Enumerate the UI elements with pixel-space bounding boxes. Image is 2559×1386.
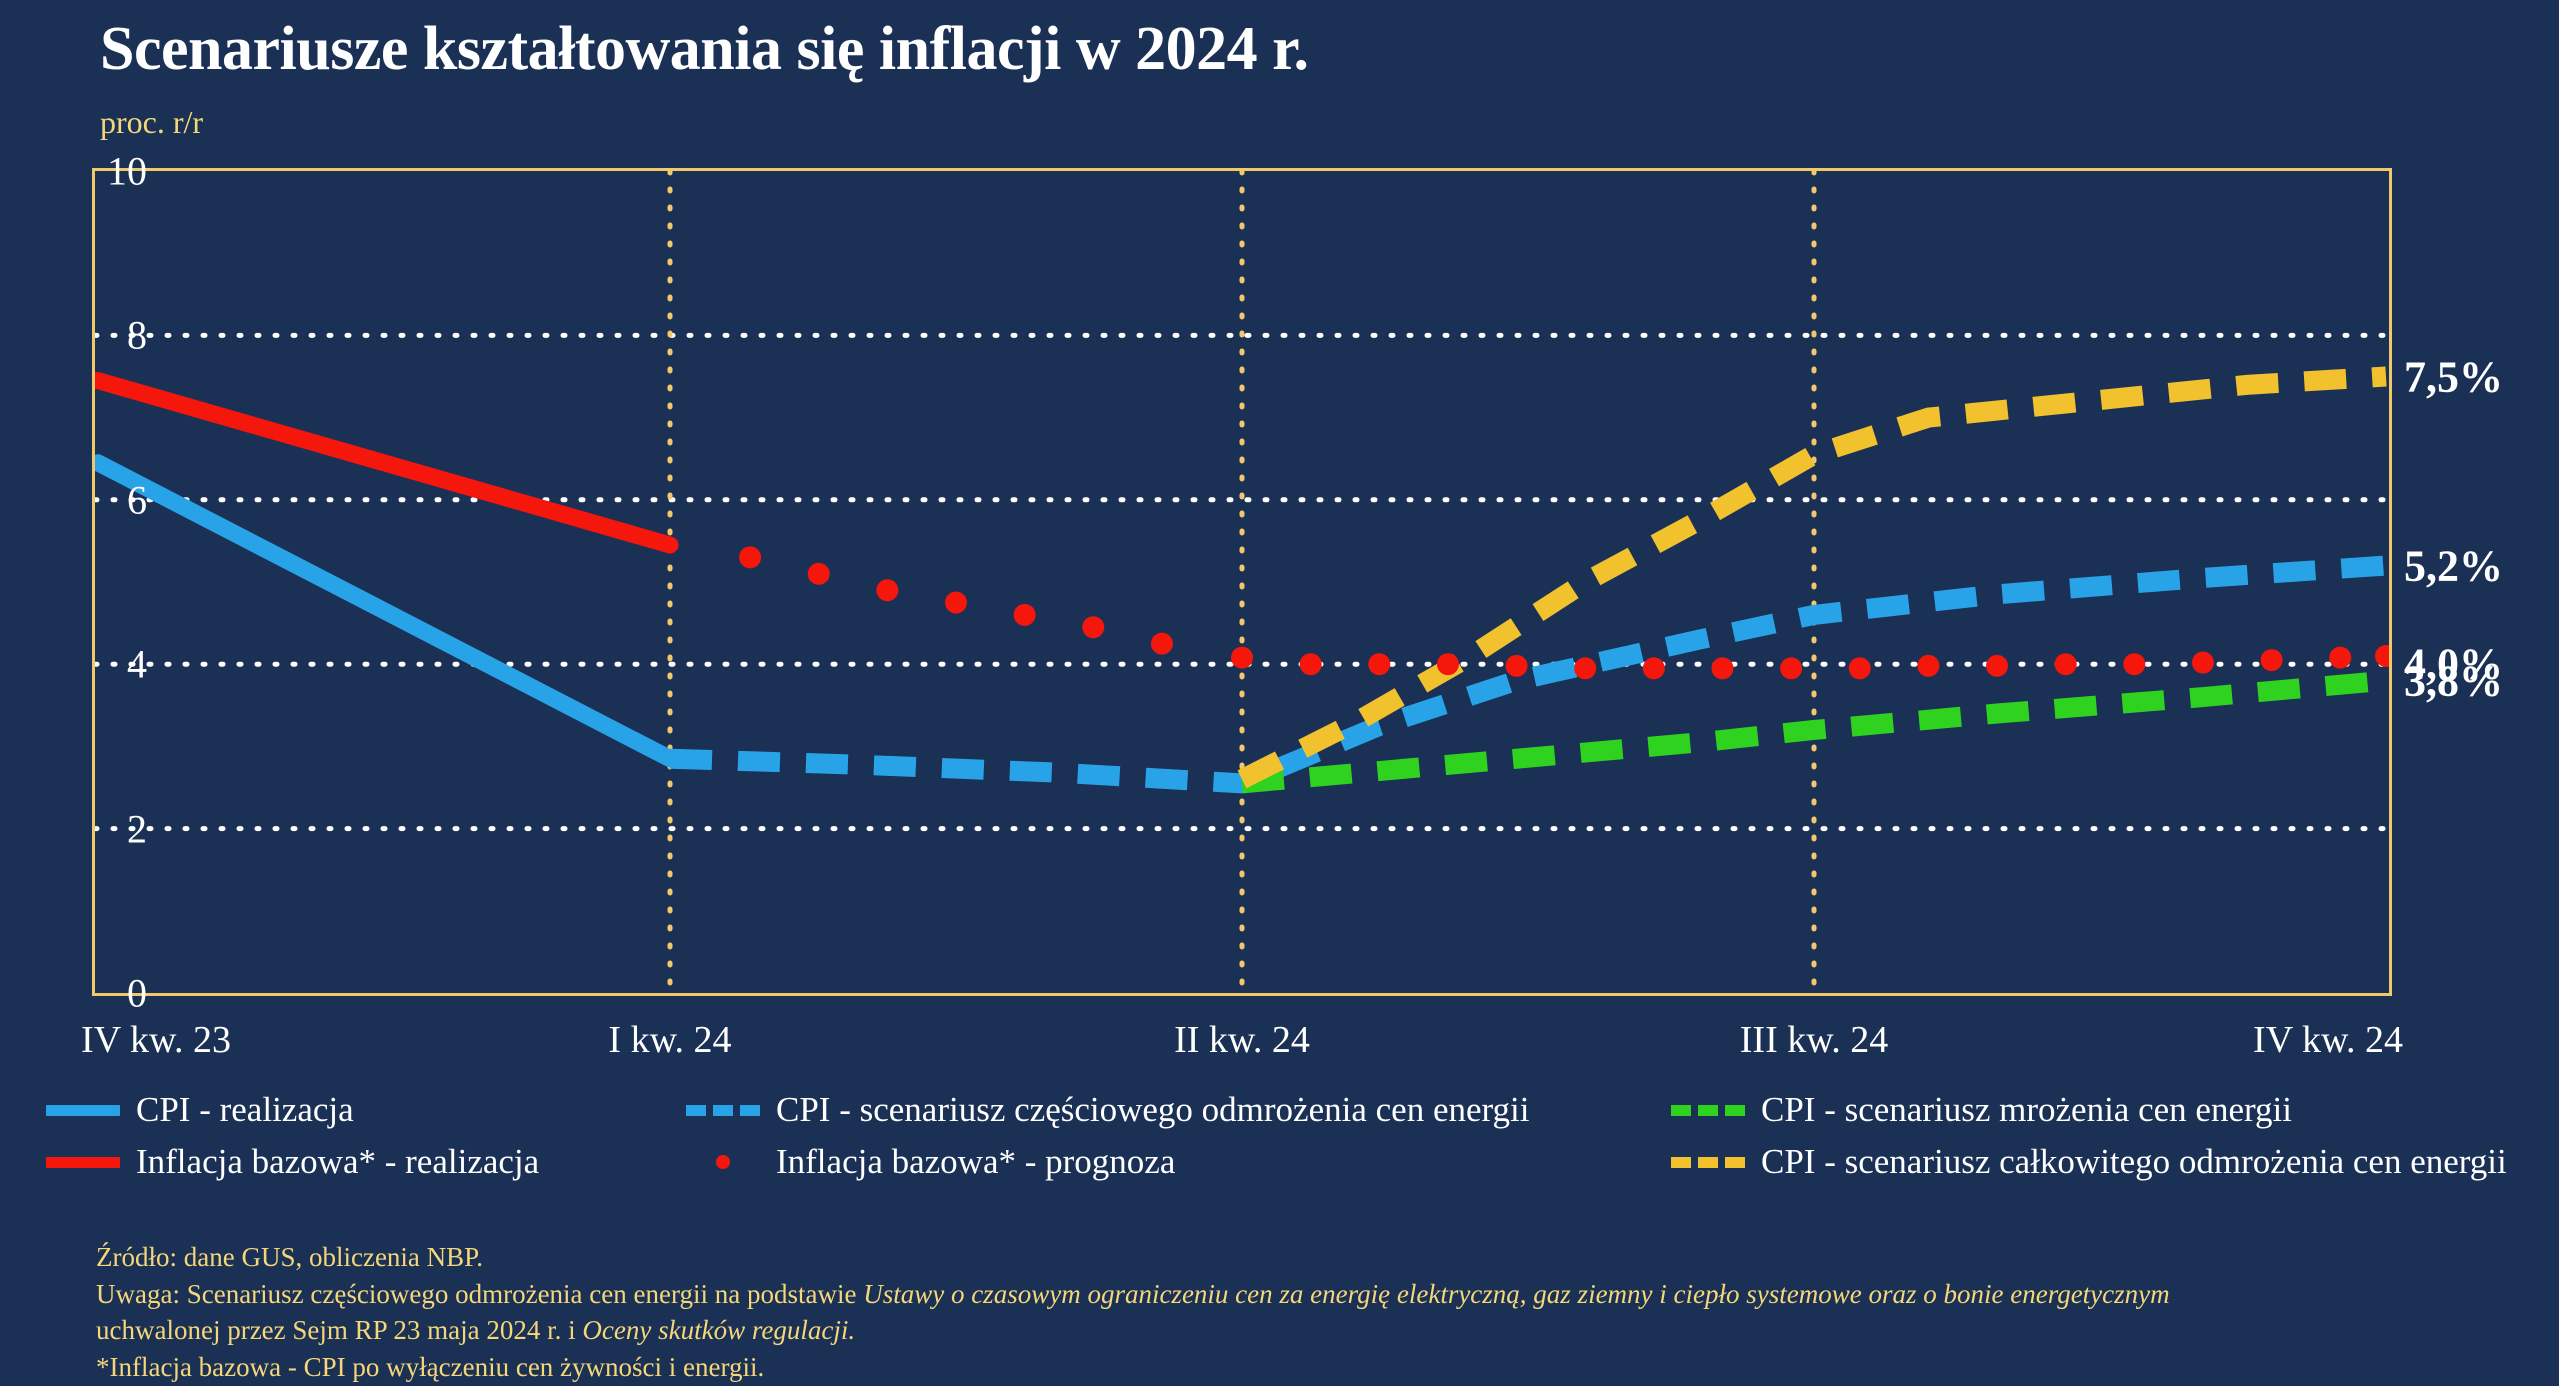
data-point: [1642, 657, 1665, 680]
legend-label: Inflacja bazowa* - realizacja: [136, 1142, 540, 1181]
y-tick-label: 0: [127, 970, 147, 1016]
chart-plot-area: [92, 168, 2392, 996]
data-point: [876, 579, 899, 602]
x-tick-label: III kw. 24: [1739, 1019, 1889, 1061]
note-uwaga-text2: uchwalonej przez Sejm RP 23 maja 2024 r.…: [96, 1315, 583, 1346]
legend-swatch: [46, 1104, 120, 1116]
data-point: [2329, 646, 2352, 669]
data-point: [945, 591, 967, 614]
x-tick-label: IV kw. 23: [81, 1019, 231, 1061]
legend-label: CPI - scenariusz częściowego odmrożenia …: [776, 1090, 1530, 1129]
end-label: 3,8%: [2404, 656, 2503, 706]
data-point: [1231, 646, 1253, 669]
legend-label: CPI - scenariusz mrożenia cen energii: [1761, 1090, 2292, 1129]
data-point: [2191, 651, 2214, 674]
legend-item[interactable]: Inflacja bazowa* - realizacja: [46, 1142, 539, 1182]
note-uwaga: Uwaga: Scenariusz częściowego odmrożenia…: [96, 1277, 2496, 1312]
legend-swatch: [46, 1156, 120, 1168]
end-label: 5,2%: [2404, 541, 2503, 591]
data-point: [1780, 657, 1803, 680]
data-point: [1848, 657, 1871, 680]
data-point: [1505, 654, 1528, 677]
series-line: [95, 372, 679, 554]
data-point: [739, 546, 762, 569]
legend-swatch: [686, 1155, 760, 1169]
note-uwaga-italic: Ustawy o czasowym ograniczeniu cen za en…: [863, 1278, 2170, 1309]
legend-swatch: [1671, 1104, 1745, 1116]
x-tick-label: IV kw. 24: [2253, 1019, 2403, 1061]
y-tick-label: 4: [127, 641, 147, 687]
y-tick-label: 8: [127, 312, 147, 358]
series-line: [95, 454, 679, 768]
chart-footnotes: Źródło: dane GUS, obliczenia NBP. Uwaga:…: [96, 1240, 2496, 1386]
legend-item[interactable]: Inflacja bazowa* - prognoza: [686, 1142, 1175, 1182]
legend-label: Inflacja bazowa* - prognoza: [776, 1142, 1176, 1181]
note-source: Źródło: dane GUS, obliczenia NBP.: [96, 1242, 483, 1272]
legend-label: CPI - scenariusz całkowitego odmrożenia …: [1761, 1142, 2507, 1181]
note-uwaga-italic2: Oceny skutków regulacji.: [582, 1315, 856, 1346]
legend-swatch: [686, 1104, 760, 1116]
y-tick-label: 2: [127, 806, 147, 852]
chart-legend: CPI - realizacja CPI - scenariusz częścio…: [46, 1090, 2526, 1194]
note-uwaga-text: Uwaga: Scenariusz częściowego odmrożenia…: [96, 1278, 864, 1309]
data-point: [1150, 632, 1173, 655]
y-tick-label: 6: [127, 477, 147, 523]
data-point: [2123, 653, 2146, 676]
legend-row-2: Inflacja bazowa* - realizacja Inflacja ba…: [46, 1142, 2526, 1194]
y-axis-unit-label: proc. r/r: [100, 104, 204, 140]
data-point: [1299, 653, 1322, 676]
end-label: 4,0%: [2404, 639, 2503, 689]
data-point: [1574, 657, 1597, 680]
legend-swatch: [1671, 1156, 1745, 1168]
end-label: 7,5%: [2404, 352, 2503, 401]
data-point: [2260, 649, 2283, 672]
data-point: [2375, 644, 2389, 667]
data-point: [1082, 616, 1105, 639]
data-point: [1013, 603, 1036, 626]
data-point: [1711, 657, 1734, 680]
data-point: [1368, 653, 1391, 676]
series-line: [1241, 670, 2387, 794]
legend-item[interactable]: CPI - scenariusz mrożenia cen energii: [1671, 1090, 2292, 1130]
legend-row-1: CPI - realizacja CPI - scenariusz częścio…: [46, 1090, 2526, 1142]
y-tick-label: 10: [107, 148, 147, 194]
data-point: [1436, 653, 1459, 676]
data-point: [1917, 654, 1940, 677]
x-tick-label: I kw. 24: [608, 1019, 732, 1061]
legend-item[interactable]: CPI - realizacja: [46, 1090, 354, 1130]
legend-item[interactable]: CPI - scenariusz częściowego odmrożenia …: [686, 1090, 1530, 1130]
note-bazowa: *Inflacja bazowa - CPI po wyłączeniu cen…: [96, 1351, 765, 1382]
data-point: [807, 562, 830, 585]
legend-label: CPI - realizacja: [136, 1090, 354, 1129]
page-title: Scenariusze kształtowania się inflacji w…: [100, 15, 1309, 83]
chart-canvas: [95, 171, 2389, 993]
data-point: [2054, 653, 2077, 676]
x-tick-label: II kw. 24: [1174, 1019, 1310, 1061]
note-uwaga-cont: uchwalonej przez Sejm RP 23 maja 2024 r.…: [96, 1313, 2496, 1348]
data-point: [1986, 654, 2009, 677]
legend-item[interactable]: CPI - scenariusz całkowitego odmrożenia …: [1671, 1142, 2507, 1182]
